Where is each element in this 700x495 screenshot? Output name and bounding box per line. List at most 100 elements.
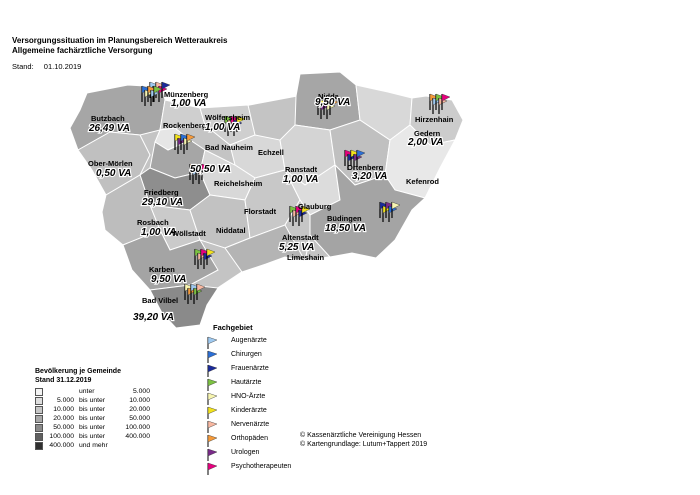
population-to: 20.000: [129, 406, 150, 413]
flag-cluster-bad-nauheim: [174, 133, 196, 154]
municipality-label-bad-nauheim: Bad Nauheim: [205, 143, 253, 152]
flag-cluster-butzbach: [141, 85, 163, 106]
municipality-label-w-llstadt: Wöllstadt: [172, 229, 206, 238]
va-value-ober-m-rlen: 0,50 VA: [96, 168, 131, 179]
va-value-bad-nauheim: 50,50 VA: [190, 164, 231, 175]
specialty-flag: [161, 81, 171, 98]
population-sep: und mehr: [79, 442, 108, 449]
va-value-gedern: 2,00 VA: [407, 137, 443, 148]
population-sep: bis unter: [79, 424, 106, 431]
specialty-flag: [153, 85, 163, 102]
fachgebiet-label: Urologen: [231, 449, 260, 456]
flag-cluster-nidda: [317, 98, 339, 119]
specialty-flag: [356, 149, 366, 166]
flag-cluster-b-dingen: [379, 201, 401, 222]
population-legend-subtitle: Stand 31.12.2019: [35, 377, 92, 384]
flag-icon: [207, 392, 218, 405]
municipality-label-altenstadt: Altenstadt: [282, 233, 319, 242]
flag-icon: [207, 406, 218, 419]
va-value-w-lfersheim: 1,00 VA: [205, 122, 240, 133]
population-sep: bis unter: [79, 415, 106, 422]
region-muenzenberg: [159, 99, 206, 131]
flag-cluster-karben: [194, 248, 216, 269]
population-to: 100.000: [125, 424, 150, 431]
fachgebiet-label: Orthopäden: [231, 435, 268, 442]
municipality-label-karben: Karben: [149, 265, 175, 274]
population-swatch: [35, 388, 43, 396]
stand-label: Stand:: [12, 62, 34, 71]
fachgebiet-legend-title: Fachgebiet: [213, 323, 253, 332]
population-from: 10.000: [53, 406, 74, 413]
specialty-flag: [201, 163, 211, 180]
population-swatch: [35, 433, 43, 441]
municipality-label-ranstadt: Ranstadt: [285, 165, 318, 174]
municipality-label-niddatal: Niddatal: [216, 226, 246, 235]
va-value-altenstadt: 5,25 VA: [279, 242, 314, 253]
va-value-friedberg: 29,10 VA: [141, 197, 183, 208]
flag-cluster-altenstadt: [289, 205, 311, 226]
flag-icon: [207, 336, 218, 349]
specialty-flag: [196, 283, 206, 300]
region-buedingen: [309, 163, 427, 259]
population-sep: unter: [79, 388, 95, 395]
municipality-label-limeshain: Limeshain: [287, 253, 325, 262]
map-title: Versorgungssituation im Planungsbereich …: [12, 36, 228, 45]
population-sep: bis unter: [79, 433, 106, 440]
municipality-label-reichelsheim: Reichelsheim: [214, 179, 263, 188]
municipality-label-echzell: Echzell: [258, 148, 284, 157]
flag-cluster-w-lfersheim: [224, 115, 246, 136]
flag-cluster-gedern: [429, 93, 451, 114]
flag-icon: [207, 364, 218, 377]
fachgebiet-label: Frauenärzte: [231, 365, 269, 372]
stand-info: Stand: 01.10.2019: [12, 62, 89, 71]
municipality-label-m-nzenberg: Münzenberg: [164, 90, 209, 99]
flag-cluster-bad-vilbel: [184, 283, 206, 304]
flag-cluster-ortenberg: [344, 149, 366, 170]
municipality-label-gedern: Gedern: [414, 129, 441, 138]
flag-icon: [207, 378, 218, 391]
population-from: 20.000: [53, 415, 74, 422]
municipality-label-florstadt: Florstadt: [244, 207, 277, 216]
map-subtitle: Allgemeine fachärztliche Versorgung: [12, 46, 153, 55]
specialty-flag: [206, 248, 216, 265]
fachgebiet-label: Hautärzte: [231, 379, 262, 386]
va-value-bad-vilbel: 39,20 VA: [133, 312, 174, 323]
specialty-flag: [441, 93, 451, 110]
fachgebiet-label: Kinderärzte: [231, 407, 267, 414]
population-to: 5.000: [132, 388, 150, 395]
specialty-flag: [301, 205, 311, 222]
va-value-nidda: 9,50 VA: [315, 97, 350, 108]
flag-icon: [207, 434, 218, 447]
municipality-label-bad-vilbel: Bad Vilbel: [142, 296, 178, 305]
va-value-butzbach: 26,49 VA: [88, 123, 130, 134]
population-from: 100.000: [49, 433, 74, 440]
municipality-label-ortenberg: Ortenberg: [347, 163, 384, 172]
flag-icon: [207, 448, 218, 461]
fachgebiet-label: HNO-Ärzte: [231, 393, 266, 400]
municipality-label-ober-m-rlen: Ober-Mörlen: [88, 159, 133, 168]
population-swatch: [35, 406, 43, 414]
flag-icon: [207, 350, 218, 363]
population-sep: bis unter: [79, 397, 106, 404]
fachgebiet-label: Psychotherapeuten: [231, 463, 292, 470]
specialty-flag: [236, 115, 246, 132]
municipality-label-nidda: Nidda: [318, 92, 340, 101]
region-limeshain: [284, 199, 311, 263]
stand-date: 01.10.2019: [43, 62, 82, 71]
va-value-m-nzenberg: 1,00 VA: [171, 98, 206, 109]
flag-icon: [207, 420, 218, 433]
fachgebiet-label: Nervenärzte: [231, 421, 270, 428]
population-swatch: [35, 442, 43, 450]
population-to: 50.000: [129, 415, 150, 422]
specialty-flag: [391, 201, 401, 218]
copyright-basemap: © Kartengrundlage: Lutum+Tappert 2019: [300, 441, 428, 448]
fachgebiet-label: Chirurgen: [231, 351, 262, 358]
population-from: 50.000: [53, 424, 74, 431]
population-from: 5.000: [56, 397, 74, 404]
flag-cluster-friedberg: [189, 163, 211, 184]
municipality-label-butzbach: Butzbach: [91, 114, 125, 123]
municipality-label-rosbach: Rosbach: [137, 218, 169, 227]
va-value-ranstadt: 1,00 VA: [283, 174, 318, 185]
municipality-label-kefenrod: Kefenrod: [406, 177, 439, 186]
